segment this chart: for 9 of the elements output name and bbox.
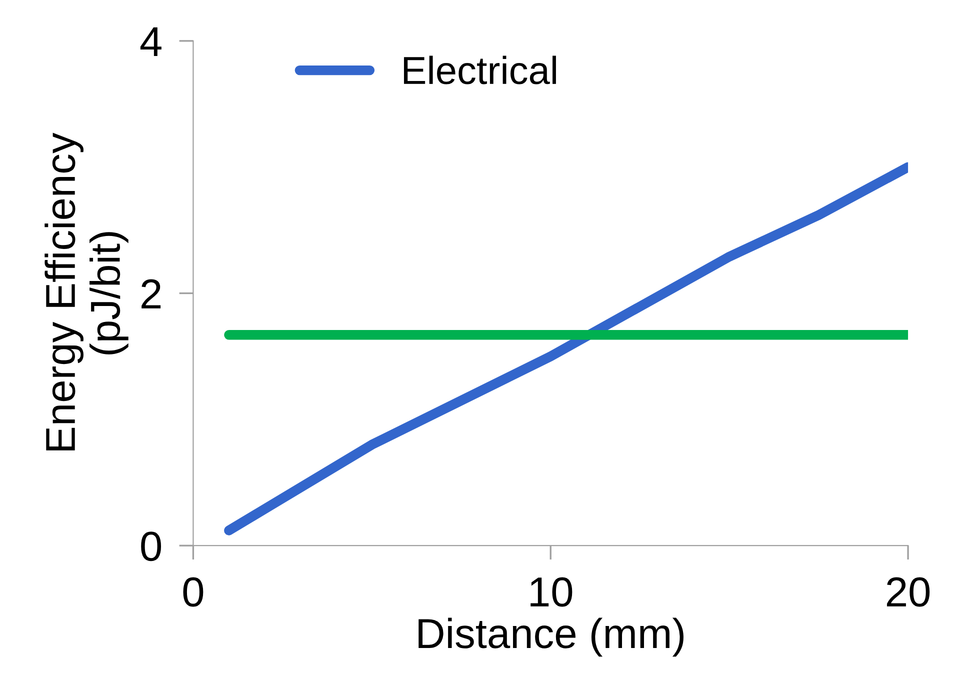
legend-label: Electrical xyxy=(404,56,556,84)
x-tick-label: 0 xyxy=(183,577,204,607)
y-axis-title: Energy Efficiency (pJ/bit) xyxy=(44,132,128,450)
y-tick-label: 0 xyxy=(141,532,162,562)
y-tick-label: 4 xyxy=(140,27,162,56)
y-tick-label: 2 xyxy=(142,279,161,308)
x-tick-label: 20 xyxy=(886,577,930,607)
x-tick-label: 10 xyxy=(530,577,572,607)
x-axis-title: Distance (mm) xyxy=(418,618,684,657)
